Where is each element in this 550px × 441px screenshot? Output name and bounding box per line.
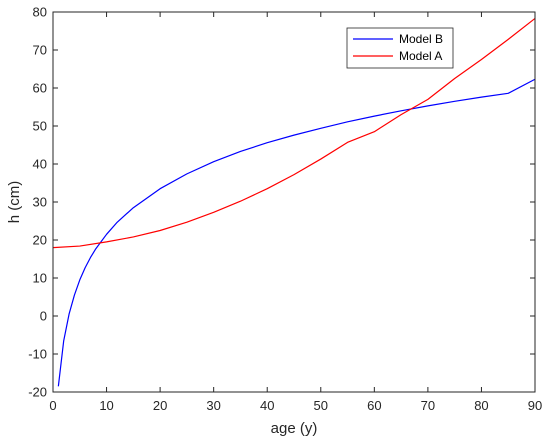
x-tick-label: 10 xyxy=(99,398,113,413)
y-tick-label: 20 xyxy=(33,233,47,248)
y-tick-label: 70 xyxy=(33,43,47,58)
x-tick-label: 0 xyxy=(49,398,56,413)
y-tick-label: 60 xyxy=(33,81,47,96)
x-tick-label: 30 xyxy=(206,398,220,413)
x-tick-label: 20 xyxy=(153,398,167,413)
y-tick-label: 80 xyxy=(33,5,47,20)
x-tick-label: 70 xyxy=(421,398,435,413)
series-line-model-a xyxy=(52,17,536,249)
series-line-model-b xyxy=(57,78,536,387)
x-tick-label: 80 xyxy=(474,398,488,413)
y-tick-label: 30 xyxy=(33,195,47,210)
plot-area xyxy=(53,12,535,392)
legend-label: Model A xyxy=(399,49,442,63)
x-tick-label: 90 xyxy=(528,398,542,413)
y-tick-label: 10 xyxy=(33,271,47,286)
x-axis-title: age (y) xyxy=(271,420,318,437)
y-tick-label: 40 xyxy=(33,157,47,172)
y-tick-label: -20 xyxy=(28,385,47,400)
legend-label: Model B xyxy=(399,32,443,46)
x-tick-label: 50 xyxy=(314,398,328,413)
x-tick-label: 40 xyxy=(260,398,274,413)
y-axis-title: h (cm) xyxy=(6,181,23,224)
y-tick-label: 0 xyxy=(40,309,47,324)
y-tick-label: -10 xyxy=(28,347,47,362)
x-tick-label: 60 xyxy=(367,398,381,413)
y-tick-label: 50 xyxy=(33,119,47,134)
legend-box xyxy=(346,27,454,69)
